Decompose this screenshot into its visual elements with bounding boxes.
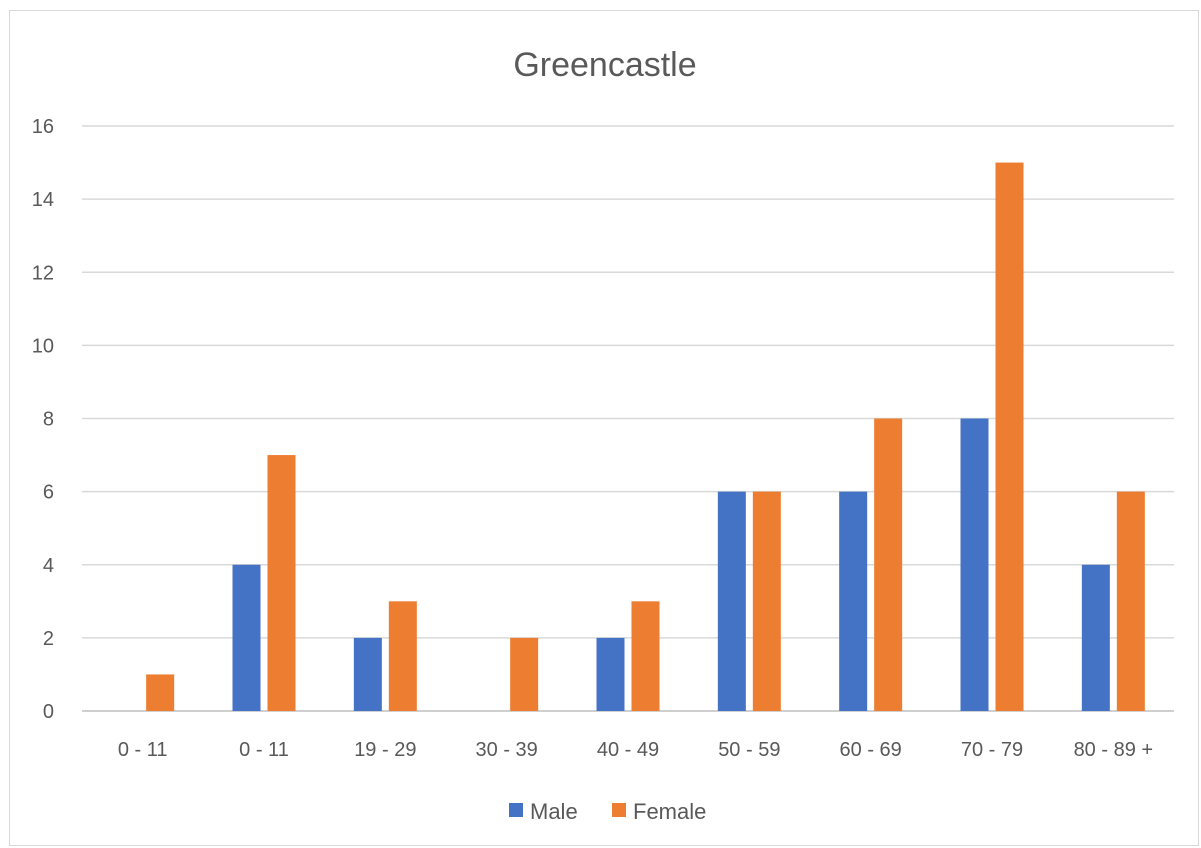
x-tick-label: 0 - 11	[239, 739, 289, 761]
y-tick-label: 12	[32, 262, 54, 284]
x-tick-label: 19 - 29	[354, 739, 416, 761]
bar-female-9	[1116, 491, 1145, 711]
legend-label-male: Male	[530, 799, 578, 824]
bar-male-7	[839, 491, 868, 711]
bar-female-3	[388, 601, 417, 711]
bar-female-7	[874, 418, 903, 711]
bar-male-8	[960, 418, 989, 711]
bars	[146, 162, 1145, 711]
bar-female-1	[146, 674, 175, 711]
x-tick-label: 40 - 49	[597, 739, 659, 761]
bar-male-2	[232, 564, 261, 711]
y-tick-label: 14	[32, 189, 54, 211]
chart-title: Greencastle	[513, 46, 696, 84]
x-axis-tick-labels: 0 - 11 0 - 11 19 - 29 30 - 39 40 - 49 50 - 59…	[118, 739, 1153, 761]
x-tick-label: 0 - 11	[118, 739, 168, 761]
gridlines	[82, 125, 1174, 712]
x-tick-label: 70 - 79	[961, 739, 1023, 761]
y-axis-tick-labels: 0 2 4 6 8 10 12 14 16	[32, 116, 54, 723]
x-tick-label: 80 - 89 +	[1074, 739, 1154, 761]
x-tick-label: 60 - 69	[840, 739, 902, 761]
bar-female-5	[631, 601, 660, 711]
legend: Male Female	[509, 799, 706, 824]
y-tick-label: 0	[43, 701, 54, 723]
bar-female-4	[510, 637, 539, 711]
bar-female-8	[995, 162, 1024, 711]
legend-swatch-male	[509, 803, 523, 817]
y-tick-label: 2	[43, 628, 54, 650]
x-tick-label: 30 - 39	[476, 739, 538, 761]
y-tick-label: 16	[32, 116, 54, 138]
legend-swatch-female	[612, 803, 626, 817]
legend-label-female: Female	[633, 799, 706, 824]
x-tick-label: 50 - 59	[718, 739, 780, 761]
y-tick-label: 8	[43, 409, 54, 431]
bar-female-6	[752, 491, 781, 711]
bar-female-2	[267, 455, 296, 711]
y-tick-label: 10	[32, 335, 54, 357]
bar-male-9	[1081, 564, 1110, 711]
bar-male-3	[353, 637, 382, 711]
y-tick-label: 6	[43, 482, 54, 504]
bar-male-6	[717, 491, 746, 711]
bar-male-5	[596, 637, 625, 711]
y-tick-label: 4	[43, 555, 54, 577]
